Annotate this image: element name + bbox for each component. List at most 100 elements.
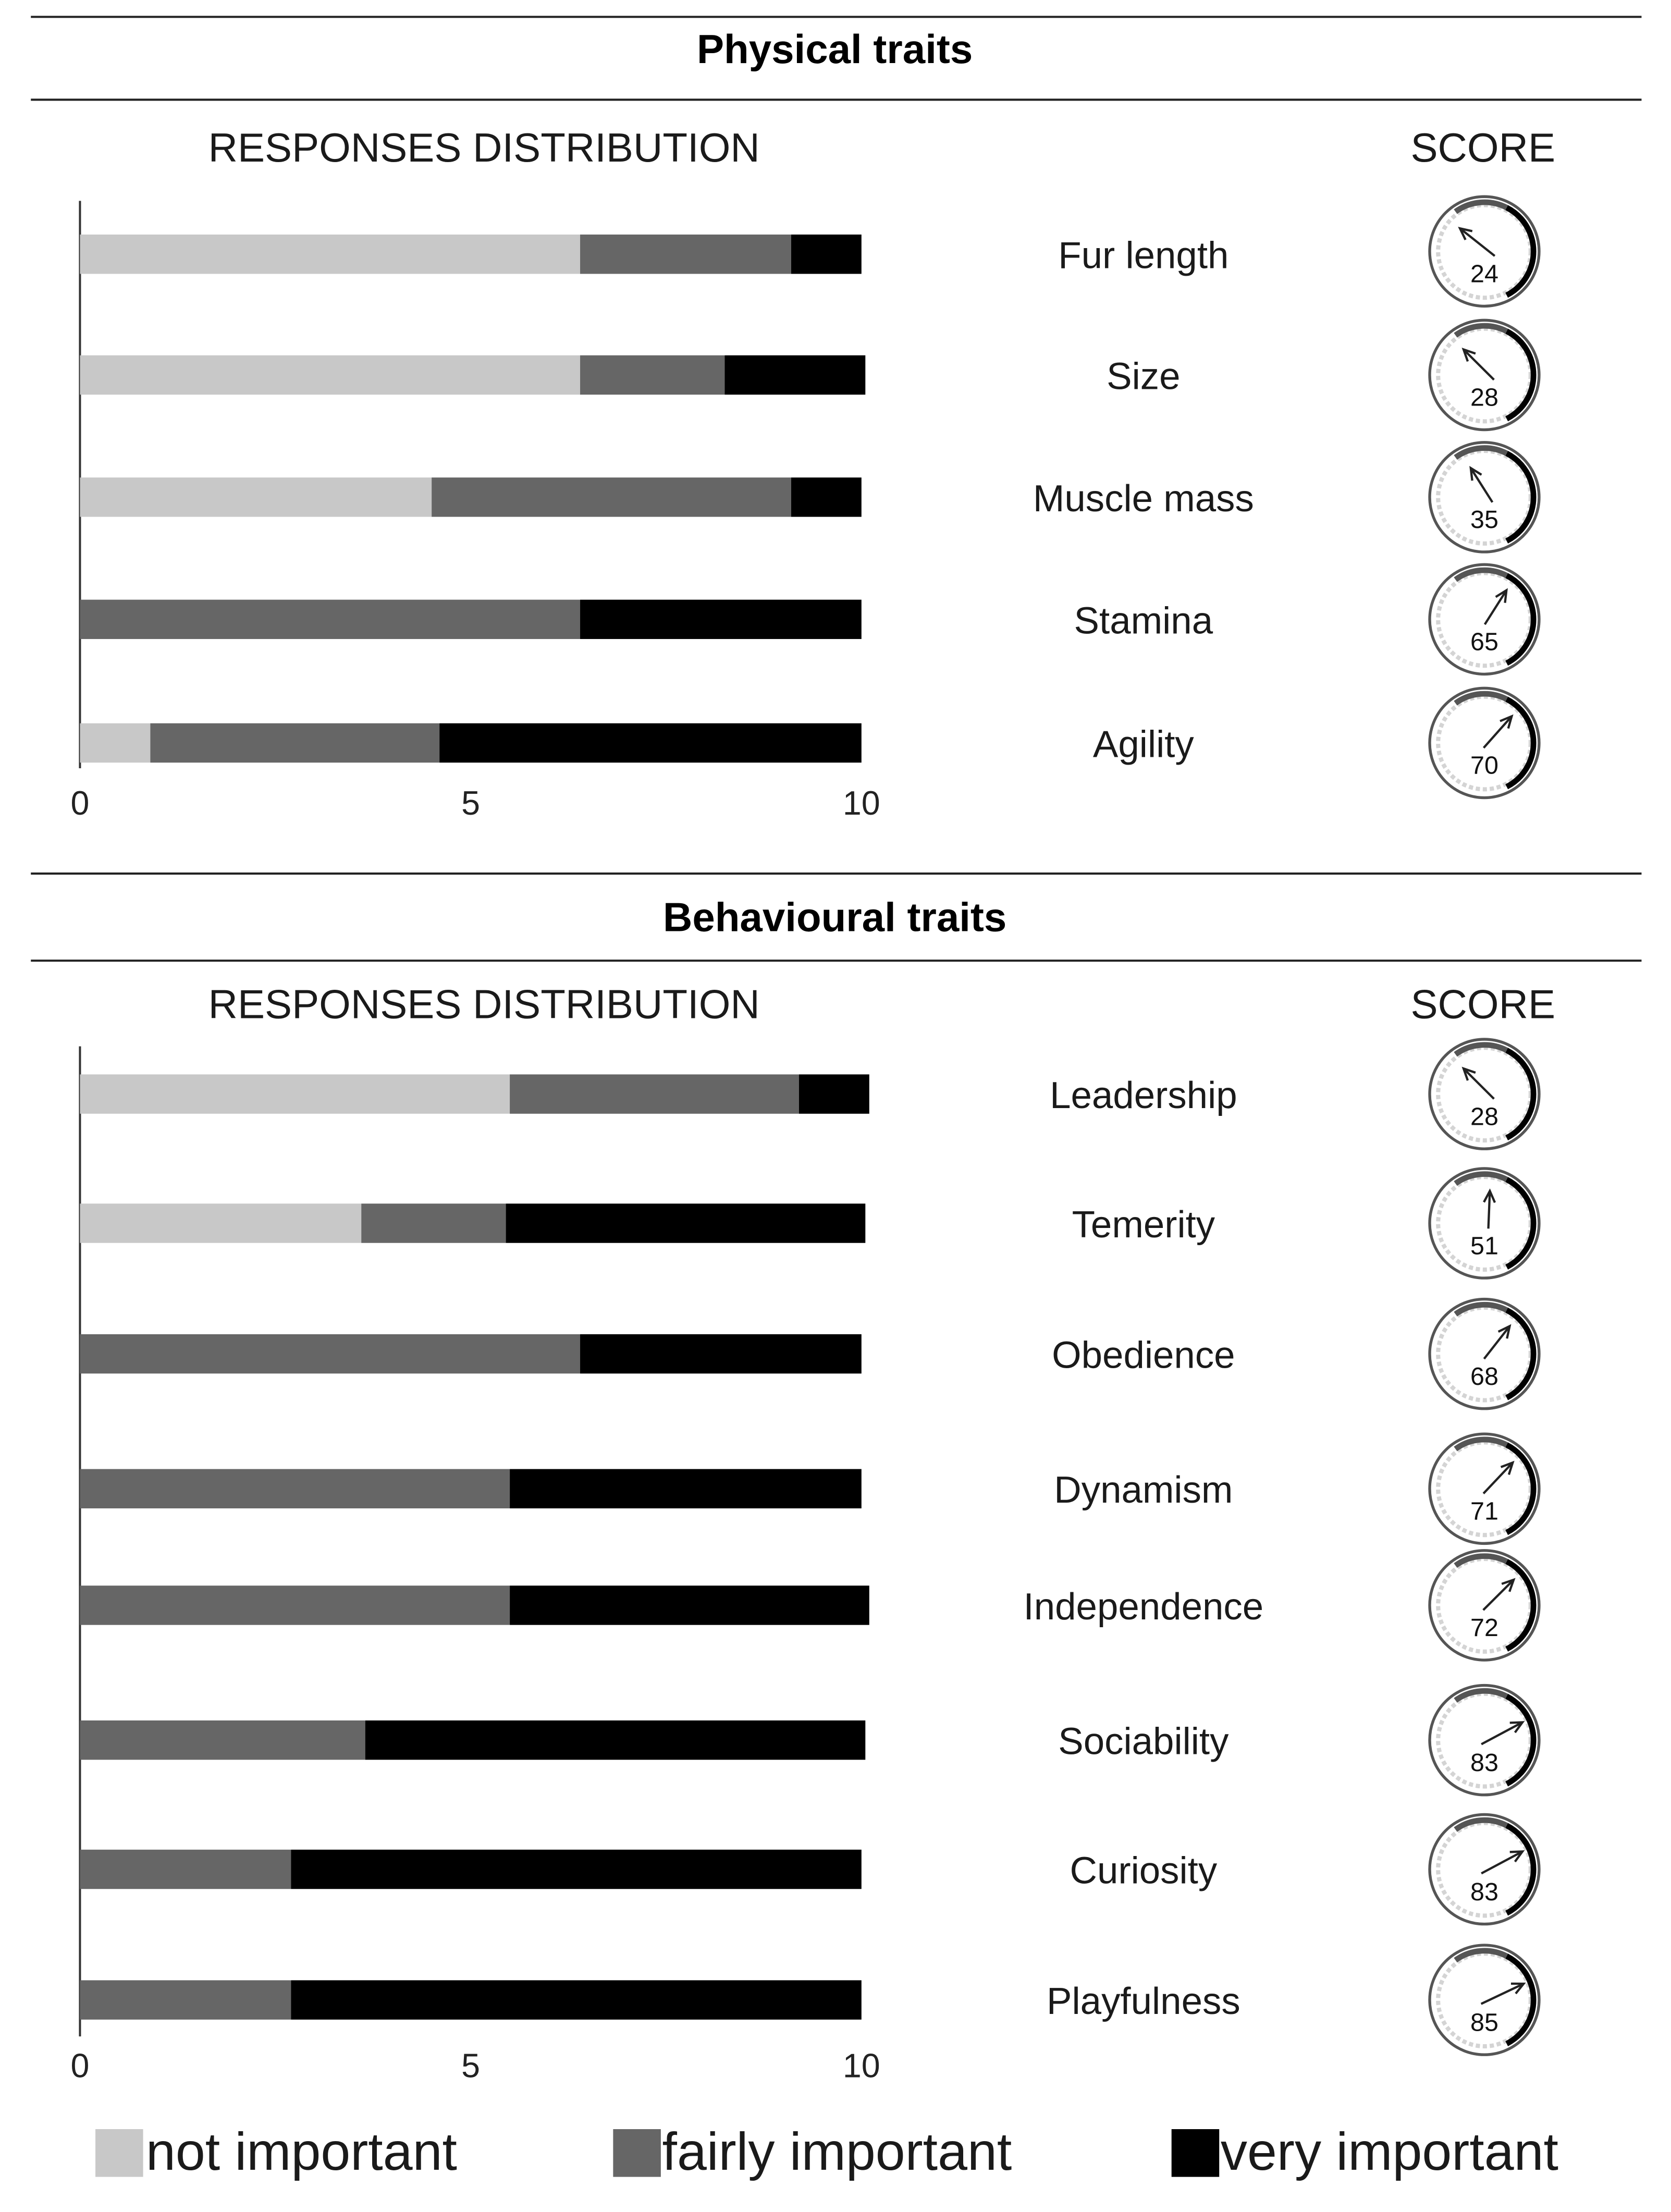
bar-segment-very-important (798, 1074, 869, 1114)
legend-label: fairly important (662, 2121, 1012, 2181)
bar-segment-very-important (510, 1469, 862, 1509)
gauge-needle-head (1461, 1066, 1476, 1081)
gauge-needle (1459, 227, 1496, 257)
gauge-needle-head (1461, 347, 1476, 362)
gauge-arc (1505, 1693, 1537, 1787)
bar-row-fur-length: Fur length 24 (80, 195, 1541, 308)
bar-row-sociability: Sociability 83 (80, 1683, 1541, 1797)
bar-row-stamina: Stamina 65 (80, 563, 1541, 676)
gauge-arc (1505, 573, 1537, 666)
score-gauge: 28 (1428, 318, 1541, 432)
panel-title: Physical traits (697, 26, 973, 72)
panel-title: Behavioural traits (663, 894, 1006, 940)
gauge-rim (1428, 563, 1541, 676)
bar-segment-not-important (80, 1074, 510, 1114)
gauge-needle (1487, 1190, 1491, 1229)
bar-segment-very-important (580, 599, 862, 640)
bar-segment-fairly-important (510, 1074, 799, 1114)
gauge-rim (1428, 195, 1541, 308)
gauge-needle-head (1510, 1982, 1526, 1995)
trait-label: Sociability (1058, 1721, 1229, 1763)
gauge-needle-head (1500, 1460, 1515, 1475)
bar-segment-fairly-important (80, 1849, 291, 1889)
score-value: 28 (1470, 384, 1498, 412)
bar-row-curiosity: Curiosity 83 (80, 1813, 1541, 1926)
bar-segment-very-important (724, 355, 866, 395)
gauge-rim (1428, 1038, 1541, 1150)
gauge-needle-head (1495, 588, 1508, 603)
bar-row-independence: Independence 72 (80, 1549, 1541, 1662)
score-gauge: 35 (1428, 441, 1541, 554)
distribution-header: RESPONSES DISTRIBUTION (208, 125, 760, 170)
bar-segment-very-important (365, 1720, 866, 1760)
score-gauge: 72 (1428, 1549, 1541, 1662)
bar-segment-not-important (80, 723, 151, 763)
bar-segment-fairly-important (80, 599, 581, 640)
gauge-rim (1428, 686, 1541, 800)
score-gauge: 51 (1428, 1167, 1541, 1280)
x-tick-label: 10 (843, 784, 880, 822)
bar-segment-fairly-important (80, 1586, 510, 1625)
bar-row-size: Size 28 (80, 318, 1541, 432)
gauge-arc-top (1454, 691, 1508, 706)
x-tick-label: 0 (70, 2046, 89, 2084)
legend-label: not important (146, 2121, 457, 2181)
score-gauge: 83 (1428, 1813, 1541, 1926)
score-gauge: 71 (1428, 1432, 1541, 1545)
trait-label: Obedience (1052, 1334, 1235, 1377)
score-gauge: 65 (1428, 563, 1541, 676)
trait-label: Leadership (1050, 1074, 1237, 1116)
bar-row-temerity: Temerity 51 (80, 1167, 1541, 1280)
distribution-header: RESPONSES DISTRIBUTION (208, 981, 760, 1027)
gauge-needle-head (1509, 1721, 1525, 1734)
bar-row-playfulness: Playfulness 85 (80, 1944, 1541, 2056)
x-tick-label: 5 (461, 784, 480, 822)
bar-segment-not-important (80, 477, 432, 517)
trait-label: Muscle mass (1033, 477, 1254, 520)
gauge-arc-top (1454, 1948, 1508, 1963)
gauge-needle (1482, 715, 1513, 749)
chart-root: Physical traits RESPONSES DISTRIBUTION SCO… (31, 16, 1642, 2181)
score-header: SCORE (1411, 981, 1556, 1027)
gauge-arc (1505, 1559, 1537, 1652)
score-value: 68 (1470, 1362, 1498, 1391)
bar-segment-very-important (510, 1586, 869, 1625)
gauge-arc (1505, 1307, 1537, 1400)
gauge-needle-head (1501, 1578, 1516, 1592)
score-value: 83 (1470, 1749, 1498, 1777)
gauge-arc (1505, 1177, 1537, 1270)
gauge-needle (1482, 1579, 1515, 1611)
gauge-arc-top (1454, 1436, 1508, 1452)
gauge-needle-head (1509, 1850, 1525, 1863)
bar-segment-very-important (291, 1980, 862, 2020)
gauge-needle-head (1458, 227, 1473, 240)
gauge-needle (1483, 589, 1508, 625)
bar-segment-fairly-important (80, 1980, 291, 2020)
bar-row-leadership: Leadership 28 (80, 1038, 1541, 1150)
gauge-arc-top (1454, 1301, 1508, 1317)
gauge-needle (1463, 1067, 1495, 1100)
gauge-arc-top (1454, 1042, 1508, 1057)
bar-row-muscle-mass: Muscle mass 35 (80, 441, 1541, 554)
score-gauge: 24 (1428, 195, 1541, 308)
score-gauge: 68 (1428, 1297, 1541, 1410)
gauge-arc (1505, 1953, 1537, 2046)
bar-segment-fairly-important (580, 234, 791, 274)
gauge-arc (1505, 1823, 1537, 1916)
bar-segment-very-important (791, 234, 862, 274)
score-value: 85 (1470, 2008, 1498, 2036)
gauge-rim (1428, 1549, 1541, 1662)
gauge-arc-top (1454, 1553, 1508, 1568)
trait-label: Temerity (1072, 1203, 1215, 1246)
trait-label: Agility (1093, 723, 1194, 765)
score-gauge: 85 (1428, 1944, 1541, 2056)
bar-segment-fairly-important (80, 1334, 581, 1374)
score-value: 72 (1470, 1614, 1498, 1642)
x-tick-label: 0 (70, 784, 89, 822)
gauge-needle (1481, 1850, 1523, 1875)
bar-segment-not-important (80, 234, 581, 274)
gauge-needle (1480, 1983, 1525, 2005)
bar-segment-fairly-important (432, 477, 791, 517)
gauge-arc (1505, 696, 1537, 790)
gauge-needle (1482, 1461, 1514, 1494)
